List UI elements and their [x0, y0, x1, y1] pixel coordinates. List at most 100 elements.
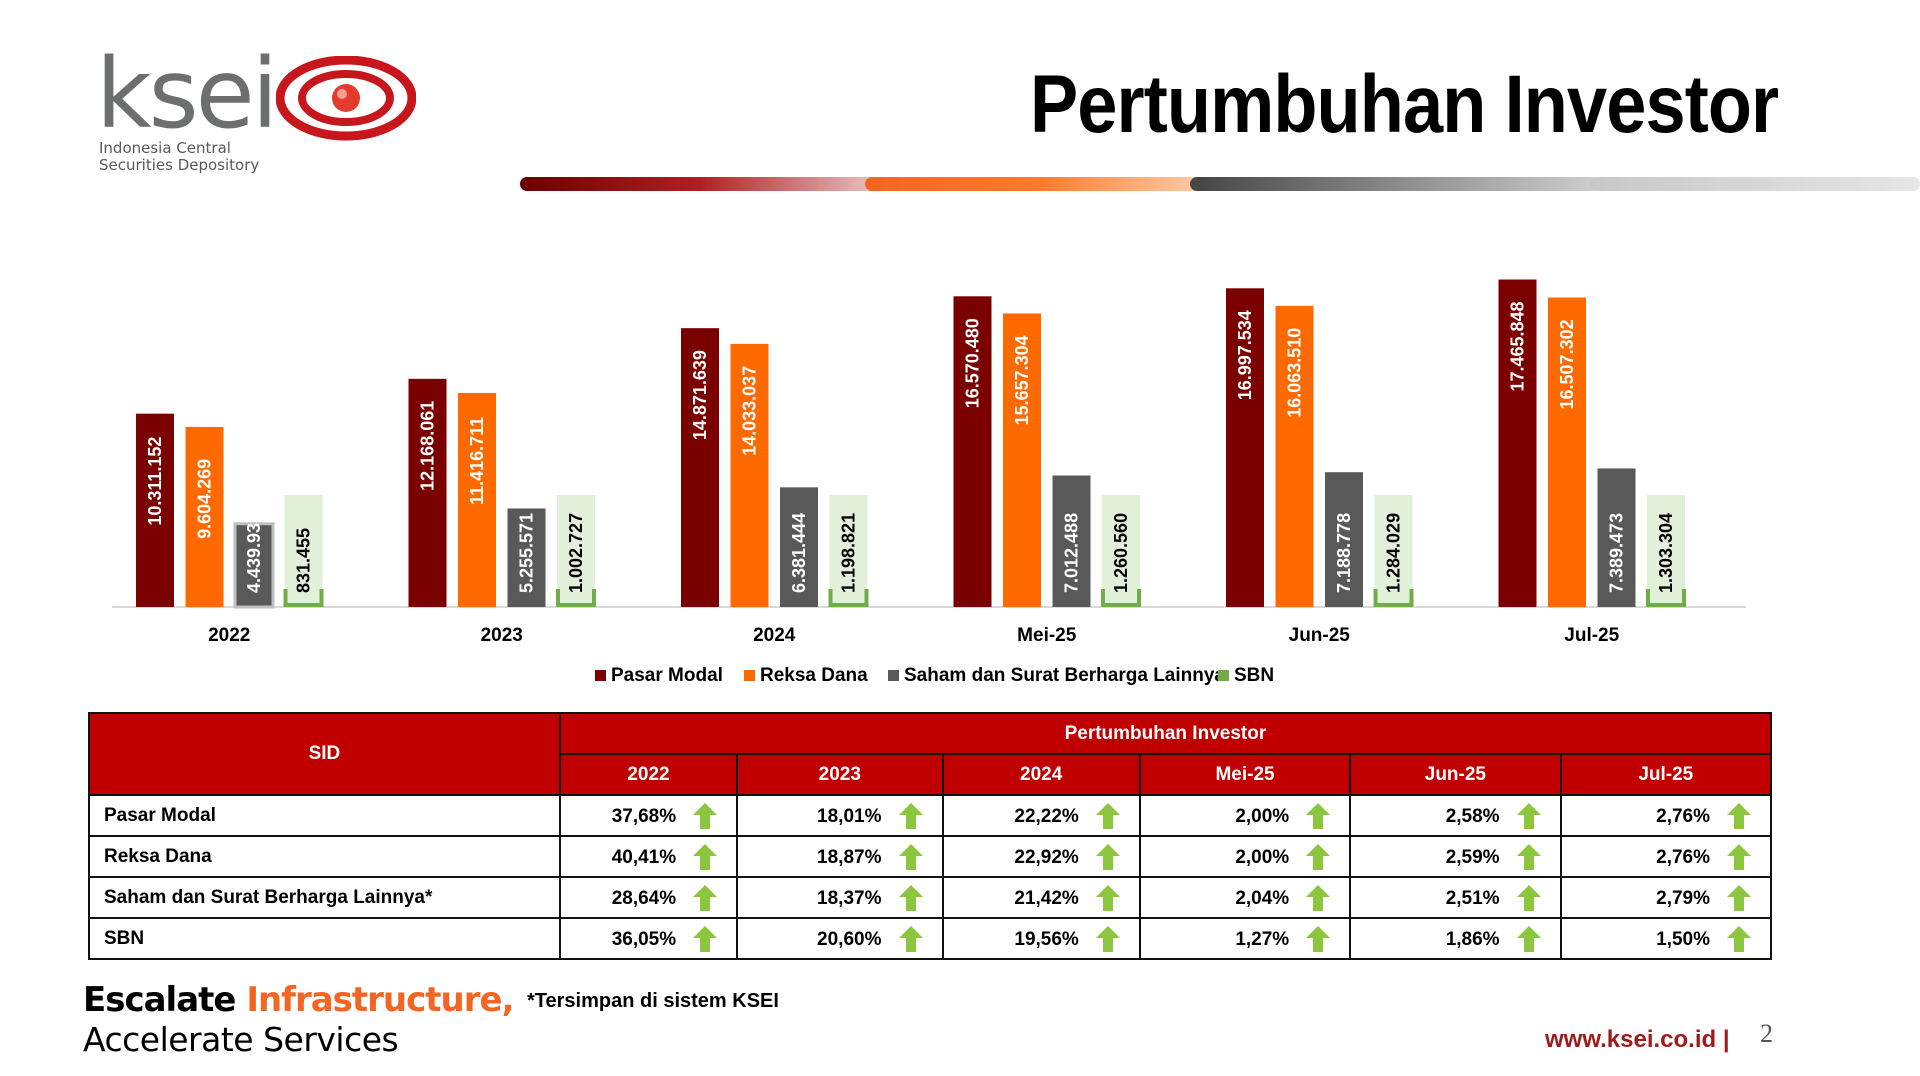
data-label-reksa-dana-2022: 9.604.269 — [195, 459, 215, 539]
bar-saham-dan-surat-berharga-lainnya-mei-25 — [1052, 475, 1091, 607]
sbn-bracket-mei-25 — [1101, 589, 1141, 607]
arrow-up-icon — [1306, 885, 1331, 911]
arrow-up-icon — [1727, 844, 1751, 870]
legend-label-pasar-modal: Pasar Modal — [611, 665, 723, 686]
arrow-up-icon — [1727, 885, 1751, 911]
x-tick-label-2023: 2023 — [481, 625, 523, 646]
table-header-sid: SID — [88, 712, 561, 796]
bar-sbn-mei-25 — [1102, 495, 1140, 607]
bar-pasar-modal-mei-25 — [953, 296, 992, 607]
arrow-up-icon — [1516, 926, 1541, 952]
arrow-up-icon — [693, 885, 718, 911]
growth-value: 2,00% — [1235, 847, 1290, 868]
bar-sbn-2022 — [284, 495, 323, 607]
row-label: Reksa Dana — [88, 835, 561, 878]
data-label-sbn-mei-25: 1.260.560 — [1111, 513, 1131, 593]
growth-value: 22,22% — [1014, 806, 1079, 827]
arrow-up-icon — [1095, 926, 1120, 952]
ksei-swirl-icon — [276, 56, 416, 141]
growth-table: SID Pertumbuhan Investor 2022 2023 2024 Mei… — [88, 712, 1773, 960]
growth-cell: 2,59% — [1349, 835, 1562, 878]
bar-saham-dan-surat-berharga-lainnya-2022 — [233, 522, 275, 609]
growth-value: 2,00% — [1235, 806, 1290, 827]
bar-saham-dan-surat-berharga-lainnya-2024 — [780, 487, 818, 607]
data-label-sbn-jul-25: 1.303.304 — [1656, 513, 1676, 593]
growth-cell: 1,27% — [1138, 917, 1352, 960]
arrow-up-icon — [1306, 926, 1331, 952]
bar-pasar-modal-2023 — [408, 378, 447, 607]
arrow-up-icon — [1095, 885, 1120, 911]
logo-subtitle: Indonesia Central Securities Depository — [99, 140, 259, 174]
growth-value: 19,56% — [1014, 929, 1079, 950]
arrow-up-icon — [1095, 844, 1120, 870]
logo-wordmark: ksei — [96, 38, 278, 150]
growth-value: 2,79% — [1656, 888, 1710, 909]
arrow-up-icon — [898, 926, 923, 952]
growth-cell: 40,41% — [558, 835, 739, 878]
bar-sbn-jul-25 — [1647, 495, 1685, 607]
logo-subtitle-line1: Indonesia Central — [99, 139, 231, 157]
bar-sbn-2023 — [557, 495, 595, 607]
growth-cell: 18,87% — [736, 835, 944, 878]
data-label-saham-dan-surat-berharga-lainnya-mei-25: 7.012.488 — [1062, 513, 1082, 593]
title-underline-stripe-red — [520, 177, 880, 191]
arrow-up-icon — [1727, 926, 1751, 952]
bar-pasar-modal-2024 — [681, 328, 719, 607]
table-col-header-mei-25: Mei-25 — [1138, 753, 1352, 796]
growth-cell: 2,04% — [1138, 876, 1352, 919]
data-label-reksa-dana-jun-25: 16.063.510 — [1285, 328, 1305, 418]
bar-reksa-dana-2024 — [730, 343, 769, 607]
growth-cell: 19,56% — [941, 917, 1141, 960]
bar-reksa-dana-jun-25 — [1275, 305, 1314, 607]
page-number: 2 — [1760, 1019, 1773, 1048]
data-label-sbn-2024: 1.198.821 — [839, 513, 859, 593]
x-tick-label-jun-25: Jun-25 — [1289, 625, 1351, 646]
data-label-sbn-2022: 831.455 — [294, 528, 314, 593]
bar-sbn-jun-25 — [1374, 495, 1413, 607]
growth-value: 20,60% — [817, 929, 882, 950]
growth-value: 1,27% — [1235, 929, 1290, 950]
data-label-sbn-jun-25: 1.284.029 — [1384, 513, 1404, 593]
data-label-reksa-dana-jul-25: 16.507.302 — [1557, 319, 1577, 409]
data-label-pasar-modal-2022: 10.311.152 — [145, 437, 165, 526]
data-label-sbn-2023: 1.002.727 — [566, 513, 586, 593]
table-col-header-2023: 2023 — [736, 753, 944, 796]
growth-cell: 20,60% — [736, 917, 944, 960]
x-tick-label-mei-25: Mei-25 — [1017, 625, 1077, 646]
data-label-saham-dan-surat-berharga-lainnya-2024: 6.381.444 — [789, 513, 809, 593]
sbn-bracket-2022 — [283, 589, 324, 607]
table-row: SBN 36,05% 20,60% 19,56% 1,27% 1,86% 1,50% — [88, 917, 1773, 960]
growth-cell: 21,42% — [941, 876, 1141, 919]
growth-cell: 37,68% — [558, 794, 739, 837]
table-col-header-jul-25: Jul-25 — [1559, 753, 1773, 796]
table-row: Saham dan Surat Berharga Lainnya* 28,64% 1… — [88, 876, 1773, 919]
growth-value: 2,59% — [1445, 847, 1500, 868]
growth-cell: 28,64% — [558, 876, 739, 919]
table-row: Pasar Modal 37,68% 18,01% 22,22% 2,00% 2,58% 2… — [88, 794, 1773, 837]
growth-cell: 2,51% — [1349, 876, 1562, 919]
title-underline-stripe-grey — [1190, 177, 1600, 191]
growth-cell: 2,79% — [1559, 876, 1773, 919]
growth-value: 2,58% — [1445, 806, 1500, 827]
growth-cell: 2,58% — [1349, 794, 1562, 837]
arrow-up-icon — [1516, 803, 1541, 829]
bar-reksa-dana-2023 — [458, 392, 496, 607]
growth-value: 2,51% — [1445, 888, 1500, 909]
table-col-header-jun-25: Jun-25 — [1349, 753, 1562, 796]
growth-value: 28,64% — [611, 888, 677, 909]
x-tick-label-2024: 2024 — [753, 625, 796, 646]
title-underline-stripe-light — [1590, 177, 1920, 191]
website-link[interactable]: www.ksei.co.id | — [1545, 1026, 1730, 1053]
growth-value: 2,76% — [1656, 847, 1710, 868]
ksei-logo: ksei Indonesia Central Securities Deposi… — [96, 46, 436, 182]
growth-cell: 18,37% — [736, 876, 944, 919]
arrow-up-icon — [693, 844, 718, 870]
growth-cell: 2,00% — [1138, 835, 1352, 878]
data-label-reksa-dana-mei-25: 15.657.304 — [1012, 335, 1032, 425]
arrow-up-icon — [1516, 885, 1541, 911]
slogan-escalate: Escalate — [83, 980, 247, 1020]
table-header-group: Pertumbuhan Investor — [558, 712, 1773, 755]
arrow-up-icon — [1516, 844, 1541, 870]
sbn-bracket-2024 — [828, 589, 869, 607]
legend-swatch-sbn — [1218, 670, 1229, 681]
